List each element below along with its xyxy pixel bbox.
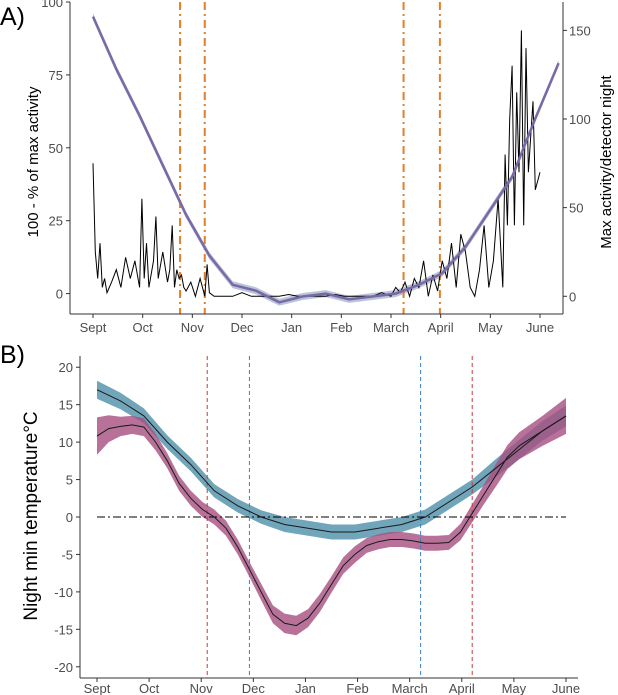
- panel-b-x-tick-label: April: [449, 681, 475, 695]
- panel-a-fit-band: [93, 13, 559, 306]
- panel-b-series: [96, 389, 567, 627]
- panel-a-x-tick-label: Oct: [133, 320, 154, 335]
- panel-a-label: A): [0, 3, 25, 31]
- panel-a-y2-tick-label: 100: [569, 112, 591, 127]
- panel-b-y-tick-label: -10: [54, 585, 73, 600]
- panel-a-y-tick-label: 25: [49, 214, 63, 229]
- panel-a-x-tick-label: Jan: [281, 320, 302, 335]
- panel-a-y-tick-label: 50: [49, 141, 63, 156]
- panel-b-y-tick-label: 0: [66, 510, 73, 525]
- panel-a: A) 100 - % of max activity Max activity/…: [0, 0, 615, 335]
- panel-b-x-tick-label: May: [502, 681, 527, 695]
- panel-b-reference-lines: [97, 356, 566, 678]
- panel-b-x-tick-label: Sept: [84, 681, 111, 695]
- panel-a-y2-axis-title: Max activity/detector night: [598, 74, 615, 248]
- panel-a-y-tick-label: 100: [41, 0, 63, 10]
- panel-a-activity-line: [92, 30, 541, 299]
- panel-b-x-tick-label: Oct: [139, 681, 160, 695]
- panel-a-x-tick-label: March: [373, 320, 409, 335]
- panel-b-x-tick-label: March: [392, 681, 428, 695]
- panel-a-x-tick-label: June: [526, 320, 554, 335]
- panel-a-fit-band-area: [93, 13, 559, 306]
- panel-b-y-tick-label: 20: [59, 360, 73, 375]
- panel-b-y-axis-title: Night min temperature°C: [21, 411, 42, 620]
- panel-b-x-tick-label: Nov: [190, 681, 214, 695]
- panel-b-label: B): [0, 341, 25, 369]
- panel-b-blue-line: [96, 389, 567, 533]
- panel-b-y-tick-label: 15: [59, 398, 73, 413]
- panel-a-y-axis-title: 100 - % of max activity: [25, 86, 42, 237]
- panel-a-x-tick-label: Nov: [181, 320, 205, 335]
- panel-b-axes: 20 15 10 5 0 -5 -10 -15 -20 Sept Oct Nov Dec Jan Feb Ma…: [54, 356, 580, 695]
- panel-a-reference-lines: [179, 2, 441, 314]
- panel-b-y-tick-label: -20: [54, 660, 73, 675]
- panel-b-x-tick-label: Feb: [346, 681, 368, 695]
- panel-a-x-tick-label: April: [428, 320, 454, 335]
- panel-b-y-tick-label: 10: [59, 435, 73, 450]
- panel-b-x-tick-label: Jan: [295, 681, 316, 695]
- panel-b-blue-band: [97, 380, 566, 540]
- panel-a-x-tick-label: Feb: [330, 320, 352, 335]
- panel-a-fit-line: [91, 16, 560, 304]
- panel-a-x-tick-label: Dec: [230, 320, 254, 335]
- panel-b-y-tick-label: -15: [54, 622, 73, 637]
- panel-a-y2-tick-label: 50: [569, 201, 583, 216]
- panel-a-series: [91, 16, 560, 304]
- panel-a-y-tick-label: 75: [49, 68, 63, 83]
- panel-b: B) Night min temperature°C 20 15 10 5 0 -5 -10…: [0, 341, 580, 695]
- panel-a-y2-tick-label: 150: [569, 23, 591, 38]
- panel-b-pink-line: [96, 415, 567, 627]
- panel-b-y-tick-label: -5: [61, 547, 73, 562]
- panel-a-y2-tick-label: 0: [569, 289, 576, 304]
- panel-a-x-tick-label: Sept: [80, 320, 107, 335]
- panel-b-confidence-bands: [97, 380, 566, 636]
- panel-b-x-tick-label: Dec: [242, 681, 266, 695]
- panel-a-x-tick-label: May: [478, 320, 503, 335]
- panel-a-y-tick-label: 0: [56, 287, 63, 302]
- panel-a-axes: 0 25 50 75 100 0 50 100 150 Sept Oct Nov Dec Jan Feb Ma…: [41, 0, 590, 335]
- panel-b-y-tick-label: 5: [66, 473, 73, 488]
- panel-b-x-tick-label: June: [552, 681, 580, 695]
